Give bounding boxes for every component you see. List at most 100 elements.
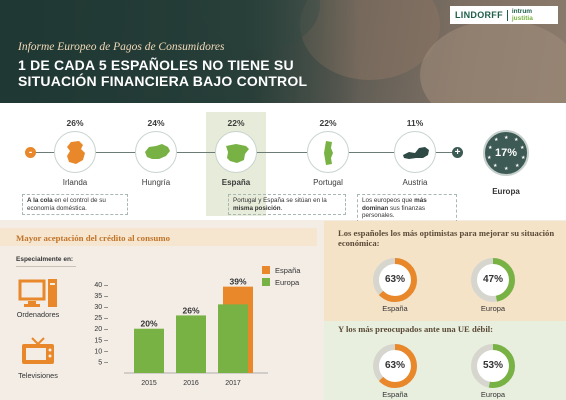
x-tick-label: 2015 bbox=[141, 380, 157, 387]
country-circle-austria bbox=[394, 131, 436, 173]
legend-swatch-España bbox=[262, 266, 270, 274]
optimists-panel bbox=[324, 221, 566, 321]
optimist-label-europa: Europa bbox=[480, 304, 506, 313]
note-espana-portugal: Portugal y España se sitúan en la misma … bbox=[228, 194, 346, 215]
optimist-ring-españa bbox=[373, 258, 417, 307]
eu-star-icon: ★ bbox=[520, 145, 525, 151]
photo-figure bbox=[420, 20, 566, 103]
ireland-map-icon bbox=[67, 141, 85, 164]
pessimists-title: Y los más preocupados ante una UE débil: bbox=[338, 324, 493, 334]
intrum-justitia-logo: intrum justitia bbox=[511, 8, 533, 22]
donut-chart bbox=[373, 258, 417, 302]
country-name-espana: España bbox=[221, 178, 251, 187]
country-pct-irlanda: 26% bbox=[66, 118, 84, 128]
pessimists-panel bbox=[324, 321, 566, 400]
bar-europa-2017 bbox=[218, 304, 248, 373]
country-pct-espana: 22% bbox=[227, 118, 245, 128]
country-pct-portugal: 22% bbox=[319, 118, 337, 128]
eu-star-icon: ★ bbox=[504, 135, 509, 141]
header-banner: LINDORFF intrum justitia Informe Europeo… bbox=[0, 0, 566, 103]
legend-label: Europa bbox=[275, 278, 300, 287]
optimist-value-españa: 63% bbox=[384, 274, 405, 285]
credit-title: Mayor aceptación del crédito al consumo bbox=[16, 233, 171, 243]
device-label-computers: Ordenadores bbox=[16, 310, 60, 319]
country-circle-irlanda bbox=[54, 131, 96, 173]
pessimist-ring-europa bbox=[471, 344, 515, 393]
eu-star-icon: ★ bbox=[514, 137, 519, 143]
y-tick-label: 25 – bbox=[94, 315, 108, 322]
donut-chart bbox=[373, 344, 417, 388]
pessimist-ring-españa bbox=[373, 344, 417, 393]
header-overlay bbox=[0, 0, 360, 103]
credit-bar-chart: 5 – 10 – 15 – 20 – 25 – 30 – 35 – 40 – 20% 2015 26… bbox=[94, 266, 301, 387]
brand-logos: LINDORFF intrum justitia bbox=[450, 6, 558, 24]
eu-star-icon: ★ bbox=[493, 163, 498, 169]
country-pct-austria: 11% bbox=[406, 118, 424, 128]
country-name-hungria: Hungría bbox=[141, 178, 171, 187]
data-label-europa-2017: 31% bbox=[224, 294, 241, 304]
pessimist-value-españa: 63% bbox=[384, 360, 405, 371]
bar-europa-2016 bbox=[176, 315, 206, 373]
report-subtitle: Informe Europeo de Pagos de Consumidores bbox=[18, 41, 225, 53]
country-pct-hungria: 24% bbox=[147, 118, 165, 128]
x-tick-label: 2017 bbox=[225, 380, 241, 387]
lindorff-logo: LINDORFF bbox=[455, 10, 503, 20]
optimists-title: Los españoles los más optimistas para me… bbox=[338, 228, 555, 248]
pessimist-label-europa: Europa bbox=[480, 390, 506, 399]
donut-chart bbox=[471, 258, 515, 302]
country-name-austria: Austria bbox=[402, 178, 428, 187]
headline-line-1: 1 DE CADA 5 ESPAÑOLES NO TIENE SU bbox=[18, 57, 294, 73]
spain-map-icon bbox=[226, 144, 249, 163]
eu-star-icon: ★ bbox=[521, 155, 526, 161]
hungary-map-icon bbox=[145, 144, 170, 159]
donut-chart bbox=[471, 344, 515, 388]
portugal-map-icon bbox=[324, 141, 333, 165]
y-tick-label: 30 – bbox=[94, 304, 108, 311]
device-label-tvs: Televisiones bbox=[18, 371, 58, 380]
pessimist-label-españa: España bbox=[382, 390, 408, 399]
eu-star-icon: ★ bbox=[515, 163, 520, 169]
country-band bbox=[0, 103, 566, 220]
especially-label: Especialmente en: bbox=[16, 256, 74, 263]
logo-divider bbox=[506, 9, 508, 21]
y-tick-label: 15 – bbox=[94, 337, 108, 344]
europe-label: Europa bbox=[492, 187, 520, 196]
eu-star-icon: ★ bbox=[494, 137, 499, 143]
y-tick-label: 10 – bbox=[94, 348, 108, 355]
minus-endcap: - bbox=[25, 147, 36, 158]
y-tick-label: 40 – bbox=[94, 282, 108, 289]
note-austria: Los europeos que más dominan sus finanza… bbox=[357, 194, 457, 223]
especially-divider bbox=[16, 266, 76, 267]
plus-endcap: + bbox=[452, 147, 463, 158]
data-label-europa-2016: 26% bbox=[182, 305, 199, 315]
optimist-label-españa: España bbox=[382, 304, 408, 313]
europe-badge: ★ ★ ★ ★ ★ ★ ★ ★ ★ ★ 17% bbox=[483, 130, 529, 176]
credit-title-bar bbox=[0, 228, 317, 246]
country-circle-portugal bbox=[307, 131, 349, 173]
y-tick-label: 35 – bbox=[94, 293, 108, 300]
bar-europa-2015 bbox=[134, 328, 164, 373]
legend-swatch-Europa bbox=[262, 278, 270, 286]
y-tick-label: 20 – bbox=[94, 326, 108, 333]
eu-star-icon: ★ bbox=[504, 166, 509, 172]
country-circle-hungria bbox=[135, 131, 177, 173]
headline-line-2: SITUACIÓN FINANCIERA BAJO CONTROL bbox=[18, 73, 308, 89]
pessimist-value-europa: 53% bbox=[482, 360, 503, 371]
credit-chart: 5 – 10 – 15 – 20 – 25 – 30 – 35 – 40 – 20% 2015 26… bbox=[78, 260, 318, 400]
headline: 1 DE CADA 5 ESPAÑOLES NO TIENE SU SITUAC… bbox=[18, 57, 307, 89]
country-name-portugal: Portugal bbox=[313, 178, 343, 187]
country-circle-espana bbox=[215, 131, 257, 173]
data-label-europa-2015: 20% bbox=[140, 319, 157, 329]
television-icon bbox=[22, 337, 54, 364]
optimist-ring-europa bbox=[471, 258, 515, 307]
x-tick-label: 2016 bbox=[183, 380, 199, 387]
computer-icon bbox=[18, 279, 57, 307]
data-label-espana-2017: 39% bbox=[229, 277, 246, 287]
optimist-value-europa: 47% bbox=[482, 274, 503, 285]
note-irlanda: A la cola en el control de su economía d… bbox=[22, 194, 128, 215]
austria-map-icon bbox=[403, 147, 429, 159]
country-name-irlanda: Irlanda bbox=[62, 178, 88, 187]
eu-star-icon: ★ bbox=[487, 155, 492, 161]
y-tick-label: 5 – bbox=[98, 359, 108, 366]
legend-label: España bbox=[275, 266, 301, 275]
